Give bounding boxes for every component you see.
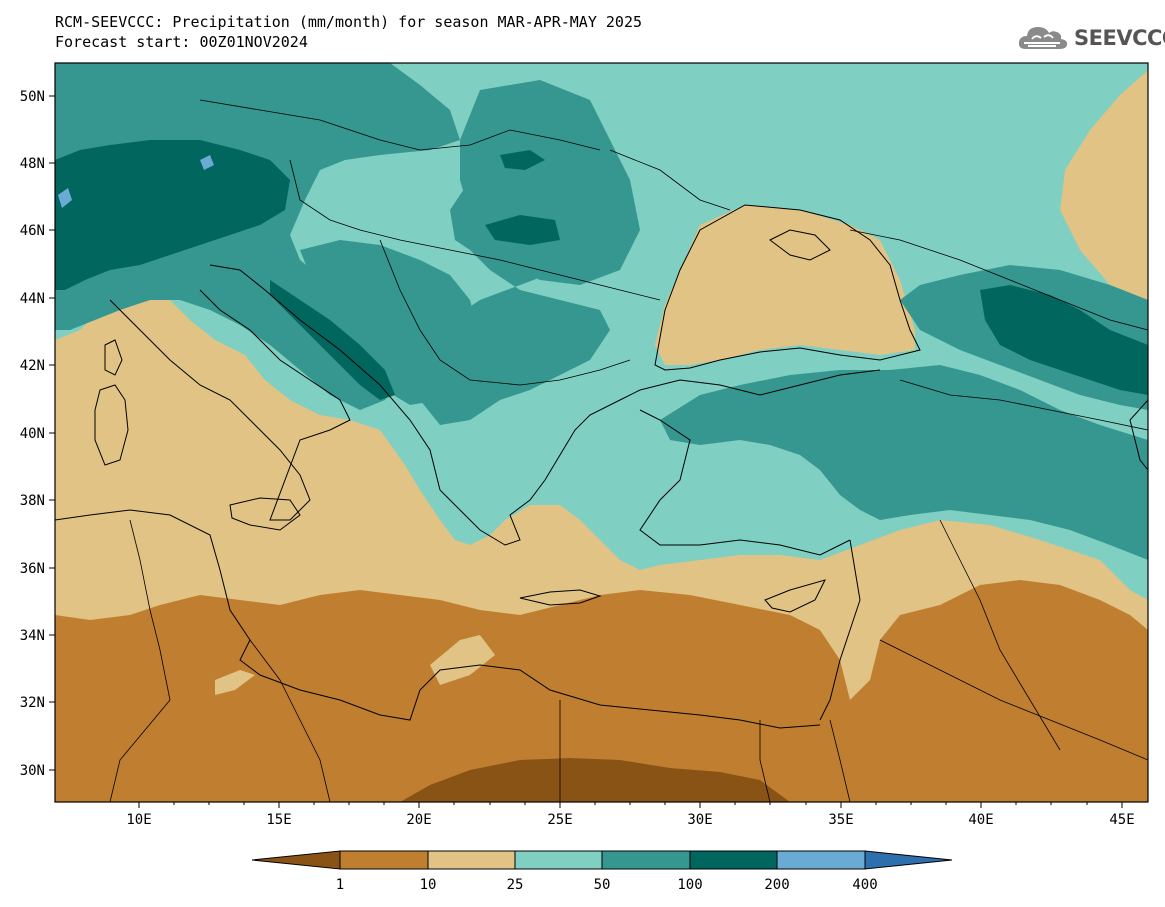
colorbar-label: 25 xyxy=(507,877,524,893)
colorbar-segment-50-100 xyxy=(601,850,691,870)
libya-tan-patch xyxy=(430,635,495,685)
axis-ticks xyxy=(49,95,1123,808)
map-title: RCM-SEEVCCC: Precipitation (mm/month) fo… xyxy=(55,13,642,31)
lon-tick-label: 10E xyxy=(126,812,151,828)
coastline-adriatic xyxy=(209,264,441,491)
coastline-sicily xyxy=(229,497,301,531)
coastline-caspian xyxy=(1129,399,1148,471)
lon-tick-label: 35E xyxy=(828,812,853,828)
lon-tick-label: 45E xyxy=(1109,812,1134,828)
lat-tick-label: 30N xyxy=(20,763,45,779)
coastline-greece xyxy=(439,389,641,546)
anatolia-region xyxy=(660,365,1148,560)
coastline-levant xyxy=(819,539,861,721)
tunisia-tan-patch xyxy=(215,670,255,695)
lon-tick-label: 25E xyxy=(547,812,572,828)
lon-tick-label: 15E xyxy=(266,812,291,828)
coastlines xyxy=(55,204,1148,729)
precip-region-100-200 xyxy=(55,140,290,290)
seevccc-logo: SEEVCCC xyxy=(1016,20,1165,56)
lat-tick-label: 34N xyxy=(20,628,45,644)
coastline-sardinia xyxy=(94,384,129,466)
carpathian-peak-region xyxy=(485,215,560,245)
lon-tick-label: 20E xyxy=(406,812,431,828)
coastline-corsica xyxy=(104,339,123,376)
colorbar-segment-10-25 xyxy=(427,850,516,870)
lat-tick-label: 44N xyxy=(20,291,45,307)
logo-text: SEEVCCC xyxy=(1074,26,1165,50)
balkans-region xyxy=(300,240,480,405)
black-sea-region xyxy=(655,205,915,365)
coastline-black-sea xyxy=(654,204,921,371)
colorbar-segment-100-200 xyxy=(689,850,778,870)
colorbar-segment-200-400 xyxy=(776,850,866,870)
coastline-north-africa xyxy=(55,509,821,729)
coastline-italy xyxy=(109,289,351,521)
colorbar xyxy=(251,850,953,870)
colorbar-segment-above-400 xyxy=(864,850,953,870)
precip-region-below-1 xyxy=(400,758,790,802)
ukraine-patch xyxy=(500,150,545,170)
longitude-labels: 10E 15E 20E 25E 30E 35E 40E 45E xyxy=(126,812,1134,828)
lat-tick-label: 40N xyxy=(20,426,45,442)
coastline-turkey xyxy=(639,369,881,556)
map-plot-area xyxy=(55,63,1148,802)
lat-tick-label: 46N xyxy=(20,223,45,239)
colorbar-segment-25-50 xyxy=(514,850,603,870)
coastline-crete xyxy=(519,589,602,606)
precip-region-1-10 xyxy=(55,580,1148,802)
colorbar-label: 100 xyxy=(677,877,702,893)
east-europe-region xyxy=(1060,70,1148,300)
lat-tick-label: 42N xyxy=(20,358,45,374)
colorbar-labels: 1 10 25 50 100 200 400 xyxy=(336,877,878,893)
colorbar-label: 400 xyxy=(852,877,877,893)
lat-tick-label: 50N xyxy=(20,89,45,105)
country-borders xyxy=(109,99,1148,802)
colorbar-segment-below-1 xyxy=(251,850,341,870)
lon-tick-label: 40E xyxy=(968,812,993,828)
colorbar-label: 1 xyxy=(336,877,344,893)
latitude-labels: 30N 32N 34N 36N 38N 40N 42N 44N 46N 48N … xyxy=(20,89,45,779)
forecast-start-label: Forecast start: 00Z01NOV2024 xyxy=(55,33,308,51)
colorbar-label: 200 xyxy=(764,877,789,893)
georgia-region xyxy=(980,285,1148,395)
lat-tick-label: 38N xyxy=(20,493,45,509)
coastline-cyprus xyxy=(764,579,826,613)
colorbar-label: 10 xyxy=(420,877,437,893)
dinaric-region xyxy=(270,280,395,400)
lat-tick-label: 32N xyxy=(20,695,45,711)
cloud-icon xyxy=(1018,27,1068,49)
lon-tick-label: 30E xyxy=(687,812,712,828)
colorbar-segment-1-10 xyxy=(339,850,429,870)
lat-tick-label: 48N xyxy=(20,156,45,172)
lat-tick-label: 36N xyxy=(20,561,45,577)
coastline-crimea xyxy=(769,229,831,261)
colorbar-label: 50 xyxy=(594,877,611,893)
